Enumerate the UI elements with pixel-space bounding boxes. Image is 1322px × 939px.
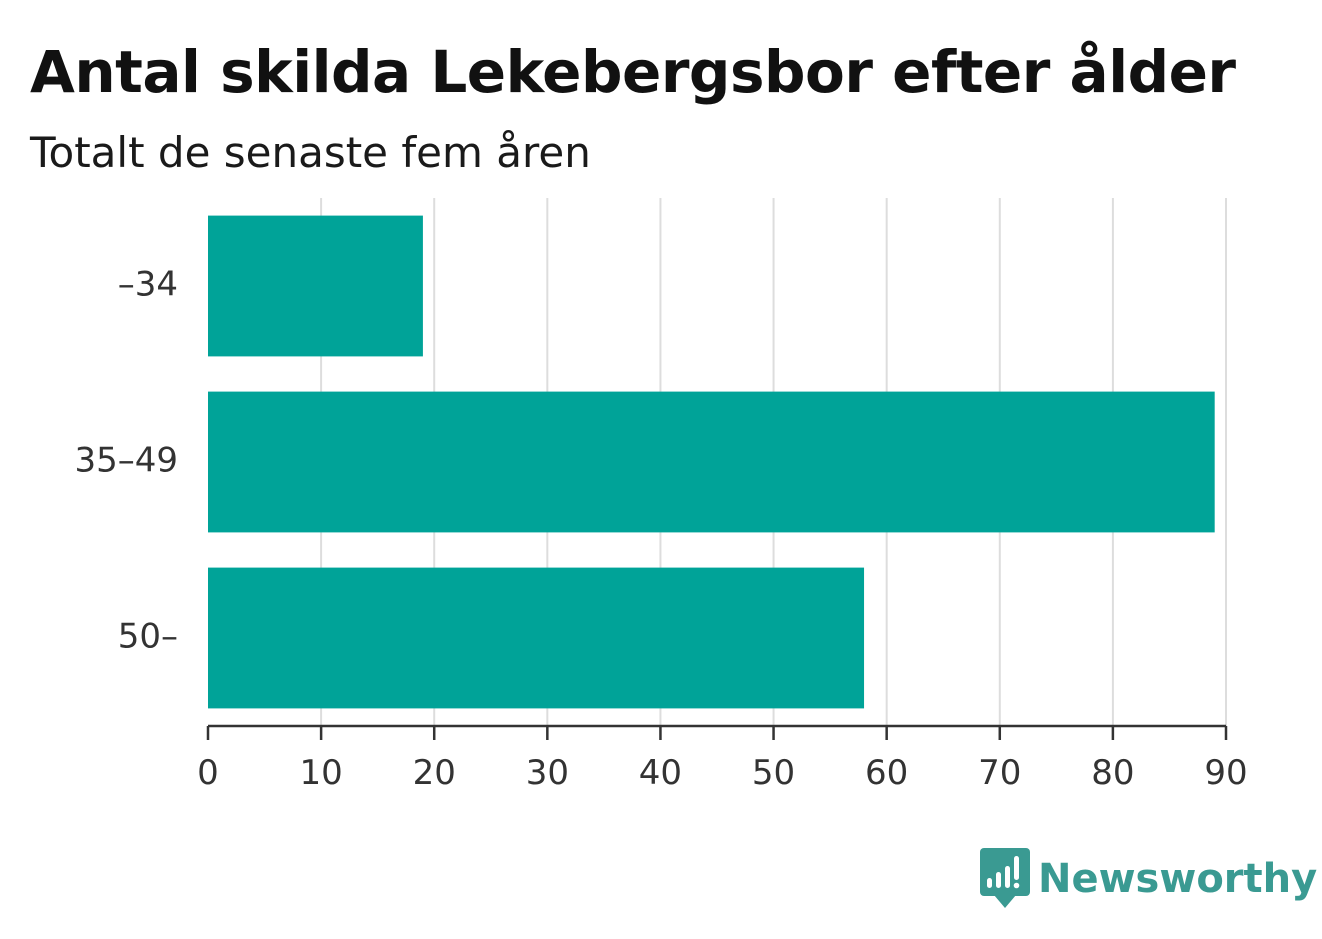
x-axis: 0 10 20 30 40 50 60 70 80 90 [197,724,1248,793]
x-tick-label-8: 80 [1091,753,1134,793]
bars [208,215,1215,709]
bar-2 [208,567,865,709]
chart-title: Antal skilda Lekebergsbor efter ålder [30,38,1236,106]
category-label-0: –34 [118,265,178,305]
x-tick-label-4: 40 [639,753,682,793]
category-label-1: 35–49 [74,441,178,481]
x-tick-label-5: 50 [752,753,795,793]
x-tick-label-3: 30 [526,753,569,793]
category-label-2: 50– [118,617,178,657]
category-labels: –34 35–49 50– [74,265,178,657]
newsworthy-logo: Newsworthy [980,848,1317,910]
x-tick-label-9: 90 [1204,753,1247,793]
bar-1 [208,391,1215,533]
newsworthy-logo-text: Newsworthy [1038,856,1318,902]
x-tick-label-2: 20 [413,753,456,793]
chart-subtitle: Totalt de senaste fem åren [30,128,591,177]
x-tick-label-1: 10 [299,753,342,793]
x-tick-label-6: 60 [865,753,908,793]
x-tick-label-7: 70 [978,753,1021,793]
x-tick-label-0: 0 [197,753,219,793]
bar-chart: –34 35–49 50– 0 10 20 30 40 50 60 70 80 90 [74,198,1248,793]
newsworthy-logo-icon [980,848,1030,908]
bar-0 [208,215,423,357]
